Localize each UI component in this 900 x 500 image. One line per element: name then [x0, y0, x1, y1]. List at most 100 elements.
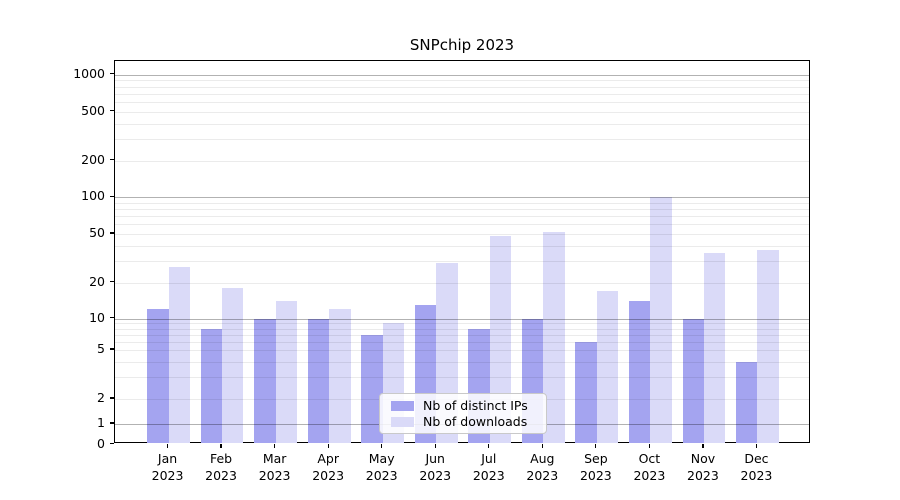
gridline-minor: [115, 216, 809, 218]
legend-swatch-distinct-ips: [391, 401, 414, 411]
x-tick-mark: [166, 443, 169, 448]
gridline-minor: [115, 101, 809, 103]
x-tick-label-may: May 2023: [365, 451, 398, 483]
legend: Nb of distinct IPs Nb of downloads: [379, 393, 547, 434]
bar-distinct-ips-oct: [628, 301, 651, 443]
y-tick-mark: [109, 422, 114, 424]
bar-downloads-nov: [703, 252, 726, 443]
x-tick-label-apr: Apr 2023: [312, 451, 345, 483]
y-tick-mark: [109, 442, 114, 445]
bar-distinct-ips-feb: [200, 328, 223, 443]
bar-downloads-sep: [596, 290, 619, 443]
gridline-minor: [115, 261, 809, 263]
gridline-minor: [115, 111, 809, 113]
gridline-minor: [115, 377, 809, 379]
y-tick-mark: [109, 348, 114, 350]
bar-distinct-ips-nov: [682, 318, 704, 443]
gridline-minor: [115, 350, 809, 351]
y-tick-label: 100: [81, 188, 105, 204]
x-tick-mark: [273, 443, 276, 448]
bar-distinct-ips-apr: [307, 318, 330, 443]
bar-downloads-jan: [168, 266, 190, 443]
bar-downloads-feb: [222, 287, 244, 443]
y-tick-label: 10: [89, 309, 105, 325]
x-tick-label-aug: Aug 2023: [526, 451, 559, 483]
x-tick-label-sep: Sep 2023: [579, 451, 612, 483]
x-tick-mark: [434, 443, 436, 448]
x-tick-label-jan: Jan 2023: [151, 451, 184, 483]
gridline-minor: [115, 245, 809, 247]
legend-label-distinct-ips: Nb of distinct IPs: [423, 398, 528, 413]
x-tick-label-feb: Feb 2023: [205, 451, 237, 483]
gridline-minor: [115, 202, 809, 204]
y-tick-mark: [109, 195, 114, 197]
gridline-minor: [115, 328, 809, 330]
x-tick-mark: [488, 443, 490, 448]
y-tick-label: 2: [97, 390, 105, 405]
gridline-minor: [115, 234, 809, 235]
x-tick-mark: [327, 443, 329, 448]
legend-label-downloads: Nb of downloads: [423, 414, 528, 429]
y-tick-mark: [109, 110, 114, 112]
x-tick-mark: [648, 443, 651, 448]
x-tick-mark: [702, 443, 704, 448]
legend-item-downloads: Nb of downloads: [386, 414, 538, 430]
bar-distinct-ips-jan: [147, 309, 169, 443]
x-tick-mark: [595, 443, 597, 448]
y-tick-mark: [109, 397, 114, 399]
bar-downloads-oct: [650, 197, 672, 443]
y-tick-mark: [109, 316, 114, 319]
x-tick-mark: [381, 443, 383, 448]
gridline-minor: [115, 86, 809, 88]
gridline-major: [115, 318, 809, 320]
gridline-minor: [115, 361, 809, 363]
y-tick-label: 200: [81, 151, 105, 167]
bar-downloads-apr: [329, 309, 351, 443]
y-tick-mark: [109, 73, 114, 75]
y-tick-label: 20: [89, 273, 105, 289]
x-tick-label-mar: Mar 2023: [258, 451, 291, 483]
gridline-minor: [115, 80, 809, 82]
x-tick-label-jun: Jun 2023: [419, 451, 452, 483]
gridline-minor: [115, 93, 809, 95]
bar-downloads-mar: [275, 301, 297, 443]
bar-downloads-aug: [543, 231, 565, 443]
gridline-minor: [115, 323, 809, 325]
gridline-major: [115, 74, 809, 76]
y-tick-label: 5: [97, 341, 105, 356]
gridline-minor: [115, 123, 809, 125]
bar-distinct-ips-dec: [736, 361, 758, 443]
y-tick-label: 0: [97, 435, 105, 451]
y-tick-label: 500: [81, 102, 105, 118]
gridline-minor: [115, 209, 809, 211]
x-tick-label-jul: Jul 2023: [472, 451, 505, 483]
y-tick-label: 50: [89, 225, 105, 240]
gridline-minor: [115, 334, 809, 336]
chart-title: SNPchip 2023: [409, 36, 515, 54]
bar-downloads-jul: [489, 236, 512, 443]
x-tick-mark: [755, 443, 758, 448]
x-tick-label-dec: Dec 2023: [740, 451, 773, 483]
bar-distinct-ips-sep: [575, 341, 597, 443]
bar-distinct-ips-mar: [254, 318, 276, 443]
y-tick-label: 1000: [73, 65, 105, 81]
y-tick-mark: [109, 159, 114, 161]
gridline-minor: [115, 160, 809, 162]
x-tick-label-nov: Nov 2023: [687, 451, 719, 483]
gridline-minor: [115, 224, 809, 226]
gridline-minor: [115, 139, 809, 141]
plot-area: [114, 60, 810, 443]
gridline-major: [115, 197, 809, 199]
y-tick-label: 1: [97, 415, 105, 430]
x-tick-mark: [541, 443, 543, 448]
gridline-minor: [115, 282, 809, 284]
gridline-minor: [115, 341, 809, 343]
bar-distinct-ips-may: [361, 334, 383, 443]
legend-swatch-downloads: [391, 417, 414, 427]
legend-item-distinct-ips: Nb of distinct IPs: [386, 398, 538, 414]
y-tick-mark: [109, 280, 114, 283]
y-tick-mark: [109, 232, 114, 234]
x-tick-mark: [220, 443, 222, 448]
bar-downloads-dec: [757, 249, 779, 443]
